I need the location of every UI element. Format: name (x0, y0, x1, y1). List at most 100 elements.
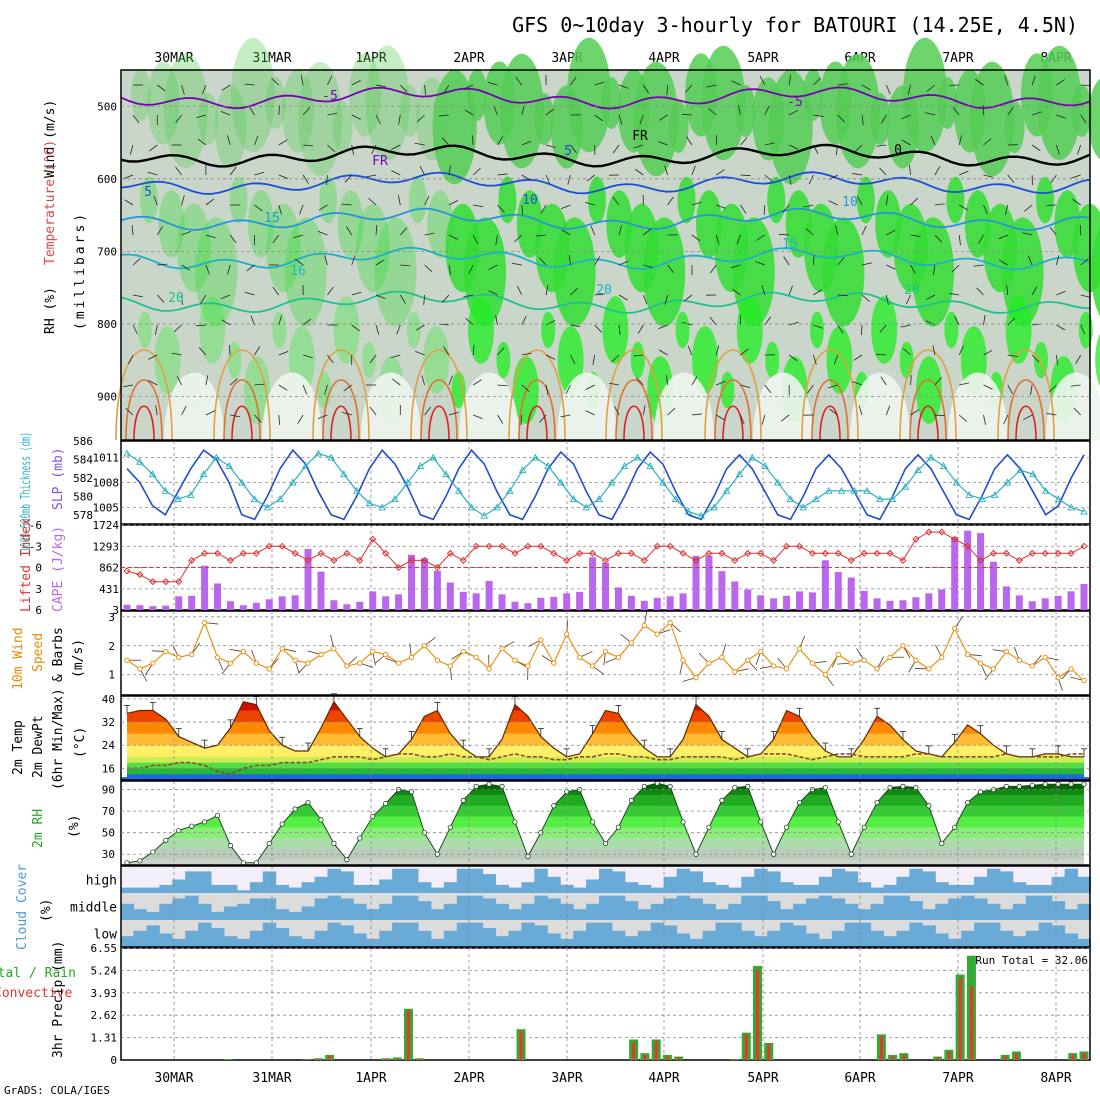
rh-shade (601, 77, 622, 129)
wind-barb (1056, 79, 1065, 86)
wind-barb (521, 174, 531, 181)
thickness-tick: 584 (73, 453, 93, 466)
slp-point (378, 503, 386, 511)
cloud-bar (159, 933, 173, 947)
wind-speed-point (641, 622, 647, 629)
cape-bar (834, 572, 842, 610)
wind-barb (327, 286, 334, 296)
cloud-bar (159, 903, 173, 920)
wind-barb (837, 294, 848, 297)
wind-speed-point (589, 663, 596, 669)
wind-barb (1056, 255, 1060, 266)
cape-bar (589, 557, 597, 610)
rh-shade (374, 217, 417, 327)
cloud-bar (728, 903, 742, 920)
wind-speed-point (990, 666, 997, 672)
wind-barb (1024, 204, 1033, 212)
wind-barb (667, 196, 674, 206)
wind-barb (132, 294, 143, 298)
wind-barb (351, 255, 356, 266)
cloud-bar (211, 884, 225, 893)
cape-bar (317, 571, 325, 610)
lifted-index-point (627, 549, 635, 557)
wind-barb (324, 384, 328, 395)
cloud-bar (469, 868, 484, 893)
cloud-bar (198, 903, 212, 920)
wind-barb (643, 228, 652, 236)
wind-barb (740, 204, 747, 214)
cloud-bar (599, 868, 613, 893)
lifted-index-point (201, 549, 209, 557)
cape-bar (408, 554, 416, 610)
wind-barb (448, 411, 459, 416)
isotherm-label: -5 (322, 89, 338, 104)
rh-dry-pocket (262, 372, 322, 440)
wind-barb (396, 324, 401, 335)
slp-point (429, 453, 437, 461)
cloud-bar (275, 909, 290, 920)
wind-barb (1080, 114, 1087, 124)
wind-barb (132, 258, 141, 266)
rh-shade (735, 85, 756, 137)
wind-barb (254, 204, 263, 212)
wind-speed-point (758, 648, 764, 655)
cloud-bar (1051, 901, 1066, 920)
precip-convective-bar (879, 1036, 883, 1060)
cloud-bar (521, 882, 535, 893)
lifted-index-cape-panel: -6 -3 0 3 6 3 431 862 1293 1724 (29, 519, 1091, 617)
rh-shade (451, 371, 466, 409)
wind-barb (584, 202, 595, 206)
wind-barb (876, 353, 887, 356)
wind-barb (685, 84, 693, 93)
wind-barb (658, 114, 668, 121)
temp-tick: 24 (102, 739, 116, 752)
wind-barb (171, 352, 182, 356)
wind-barb (495, 315, 498, 326)
cloud-bar (831, 868, 846, 893)
rh-point (719, 797, 725, 803)
rh-shade (826, 326, 853, 394)
cloud-bar (120, 887, 134, 893)
isotherm-label: 10 (842, 195, 858, 210)
wind-speed-point (344, 663, 350, 669)
isotherm-35 (526, 405, 548, 441)
precip-convective-bar (418, 1058, 422, 1060)
isotherm-30 (1007, 379, 1045, 441)
wind-barb (1056, 324, 1066, 331)
cape-bar (886, 600, 894, 610)
cloud-bar (909, 901, 923, 920)
rh-frame (120, 780, 1091, 866)
wind-barb (959, 170, 969, 176)
precip-convective-bar (1003, 1056, 1007, 1060)
cape-bar (1002, 586, 1010, 610)
cloud-bar (443, 930, 458, 947)
wind-barb (880, 114, 887, 124)
wind-barb (399, 294, 406, 304)
rh-band (127, 816, 1084, 829)
wind-speed-point (964, 651, 971, 658)
cape-bar (718, 571, 726, 610)
cloud-bar (896, 876, 910, 893)
cloud-bar (650, 903, 665, 920)
wind-barb (1080, 84, 1091, 86)
cape-bar (977, 533, 985, 610)
lifted-index-point (873, 549, 881, 557)
rh-dry-pocket (164, 372, 224, 440)
rh-tick: 50 (102, 827, 115, 840)
rh-point (745, 783, 751, 789)
wind-barb (998, 259, 1008, 266)
wind-barb (1080, 324, 1085, 335)
rh-shade (231, 37, 275, 153)
wind-barb (666, 84, 668, 96)
wind-barb (123, 384, 134, 388)
lifted-index-point (537, 542, 545, 550)
wind-barb (327, 75, 333, 86)
cloud-bar (301, 882, 316, 893)
wind-barb (303, 144, 314, 147)
cape-bar (472, 593, 480, 610)
wind-speed-point (822, 672, 829, 678)
wind-barb (173, 324, 182, 332)
slp-point (250, 495, 259, 503)
wind-barb (1056, 114, 1066, 119)
wind-speed-point (525, 663, 531, 669)
